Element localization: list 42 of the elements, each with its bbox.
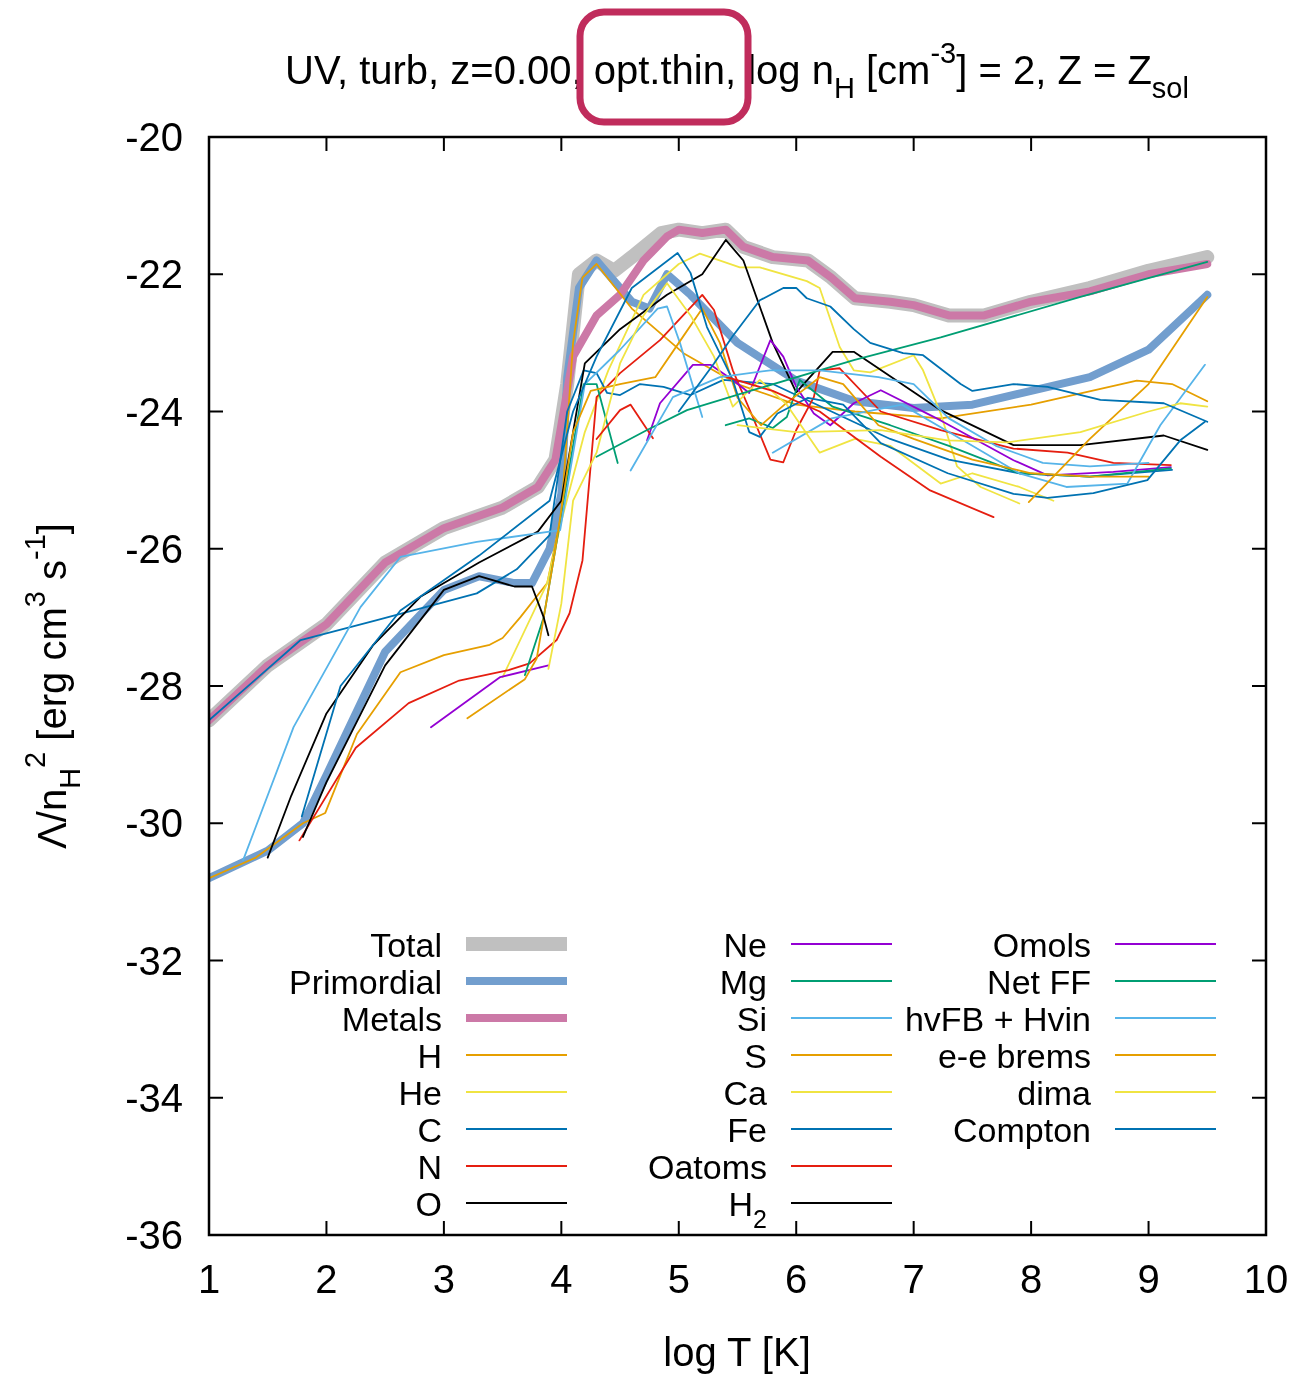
x-axis-title: log T [K] [663,1330,811,1374]
legend-label: Metals [341,1000,442,1038]
legend-label: H$_{2}$ [728,1185,767,1233]
x-tick-label: 7 [902,1257,925,1301]
legend-label: Ne [723,926,767,964]
y-tick-label: -20 [125,115,183,159]
legend-label: Oatoms [647,1148,767,1186]
legend-label: Net FF [987,963,1091,1001]
y-tick-label: -30 [125,801,183,846]
x-tick-label: 3 [432,1257,456,1301]
legend-label: dima [1017,1074,1092,1112]
x-tick-label: 2 [315,1257,338,1301]
x-tick-label: 1 [197,1257,221,1301]
x-tick-label: 5 [667,1257,690,1301]
x-tick-label: 10 [1243,1257,1289,1301]
legend-label: Primordial [288,963,442,1001]
y-tick-label: -22 [125,252,183,297]
legend-label: O [415,1185,442,1223]
legend-label: N [417,1148,442,1186]
x-tick-label: 9 [1137,1257,1160,1301]
legend-label: hvFB + Hvin [904,1000,1091,1038]
x-tick-label: 4 [550,1257,573,1301]
y-tick-label: -24 [125,389,183,434]
legend-label: Mg [719,963,767,1001]
legend-label: Compton [953,1111,1091,1149]
x-tick-label: 6 [785,1257,808,1301]
legend-label: e-e brems [937,1037,1091,1075]
legend-label: S [744,1037,767,1075]
legend-label: Fe [727,1111,767,1149]
legend-label: Omols [992,926,1091,964]
legend-label: Total [370,926,442,964]
legend-label: Si [736,1000,767,1038]
legend-label: H [417,1037,442,1075]
legend-label: He [398,1074,442,1112]
legend-label: C [417,1111,442,1149]
y-tick-label: -36 [125,1213,183,1257]
y-tick-label: -26 [125,526,183,571]
legend-label: Ca [723,1074,768,1112]
y-tick-label: -34 [125,1075,183,1120]
y-tick-label: -28 [125,664,183,708]
y-tick-label: -32 [125,938,183,983]
x-tick-label: 8 [1019,1257,1043,1301]
